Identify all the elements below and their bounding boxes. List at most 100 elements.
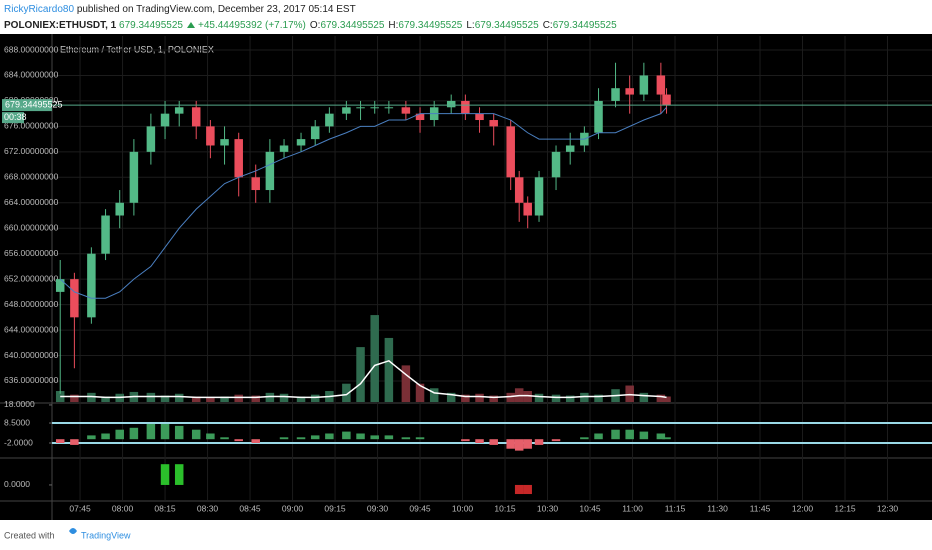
ohlc-value: 679.34495525 [553,20,617,31]
candle-body [370,107,379,109]
candle-body [265,151,275,191]
bar [415,437,425,440]
candle-body [514,177,524,203]
y-tick-label: 660.00000000 [4,222,59,232]
y-tick-label: 688.00000000 [4,44,59,54]
volume-bar [401,365,411,402]
volume-bar [594,394,603,402]
volume-bar [87,392,96,402]
y-tick-label: 644.00000000 [4,324,59,334]
x-tick-label: 09:30 [367,503,389,513]
volume-bar [70,394,79,402]
volume-bar [580,392,589,402]
candle-body [325,113,334,127]
candle-body [639,75,649,95]
x-tick-label: 10:15 [494,503,516,513]
ohlc-label: H: [388,20,398,31]
candle-body [279,145,289,152]
change-line: +45.44495392 (+7.17%) O:679.34495525 H:679… [198,20,617,31]
volume-bar [384,337,394,402]
bar [115,429,124,440]
volume-bar [656,394,666,402]
bar [160,423,170,440]
last: 679.34495525 [119,20,183,31]
candle-body [342,107,351,114]
candle-body [191,107,201,127]
bar [146,423,156,440]
bar [356,433,365,440]
x-tick-label: 08:00 [112,503,134,513]
y-tick-label: 636.00000000 [4,375,59,385]
candle-body [506,126,515,178]
candle-body [174,107,184,114]
bar [234,439,243,442]
x-tick-label: 10:45 [579,503,601,513]
volume-bar [475,393,484,402]
candle-body [55,279,65,292]
volume-bar [639,392,649,402]
footer-logo[interactable]: TradingView [69,528,131,540]
symbol-line: POLONIEX:ETHUSDT, 1 679.34495525 [4,20,183,31]
candle-body [251,177,260,191]
bar [251,439,260,444]
ohlc-label: O: [310,20,321,31]
y-tick-label: 8.5000 [4,417,30,427]
x-tick-label: 08:45 [239,503,261,513]
last-price-label: 679.34495525 [5,99,63,109]
x-tick-label: 08:30 [197,503,219,513]
bar [580,437,589,440]
bar [523,439,532,449]
bar [370,435,379,440]
logo-text: TradingView [81,530,131,540]
x-tick-label: 09:45 [409,503,431,513]
ohlc-value: 679.34495525 [398,20,462,31]
candle-body [401,107,411,114]
moving-average [59,106,667,299]
volume-bar [356,347,365,402]
bar [514,484,524,495]
bar [506,439,515,449]
candle-body [625,88,634,95]
candle-body [356,107,365,109]
volume-bar [370,315,379,402]
countdown: 00:38 [4,112,27,122]
x-tick-label: 12:00 [792,503,814,513]
bar [514,439,524,451]
volume-bar [146,392,156,402]
bar [461,439,470,442]
volume-bar [101,396,110,402]
volume-bar [446,392,456,402]
author[interactable]: RickyRicardo80 [4,4,74,15]
candle-body [611,88,620,101]
volume-bar [310,394,320,402]
bar [160,464,170,485]
candle-body [662,94,671,106]
candle-body [565,145,575,152]
candle-body [446,100,456,108]
candle-body [384,107,394,109]
bar [342,431,351,440]
bar [279,437,289,440]
bar [551,439,561,442]
x-tick-label: 11:15 [665,503,686,513]
bar [662,437,671,440]
volume-bar [415,383,425,402]
footer-text: Created with [4,530,55,540]
ohlc-value: 679.34495525 [320,20,384,31]
ohlc-label: L: [466,20,474,31]
bar [625,429,634,440]
bar [594,433,603,440]
y-tick-label: 652.00000000 [4,273,59,283]
x-tick-label: 11:00 [622,503,643,513]
candle-body [146,126,156,152]
volume-ma [60,359,667,399]
candle-body [551,151,561,178]
bar [101,433,110,440]
pane-title: Ethereum / Tether USD, 1, POLONIEX [60,44,214,54]
volume-bar [506,392,515,402]
y-tick-label: 684.00000000 [4,70,59,80]
bar [656,433,666,440]
x-tick-label: 10:00 [452,503,474,513]
